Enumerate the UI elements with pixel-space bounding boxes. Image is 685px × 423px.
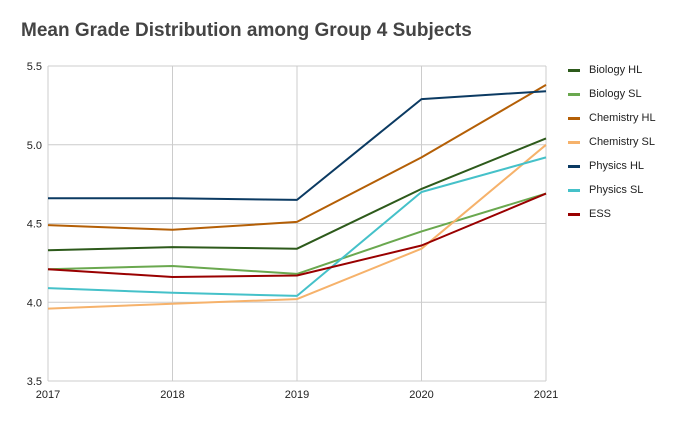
legend-item-biology-hl: Biology HL <box>568 58 656 82</box>
x-tick-label: 2017 <box>36 389 60 401</box>
y-tick-label: 5.5 <box>27 61 42 73</box>
legend-swatch <box>568 164 580 168</box>
legend-item-biology-sl: Biology SL <box>568 82 656 106</box>
legend-item-ess: ESS <box>568 202 656 226</box>
series-lines <box>47 84 547 310</box>
y-tick-label: 4.0 <box>27 297 42 309</box>
chart-title: Mean Grade Distribution among Group 4 Su… <box>21 20 472 41</box>
legend: Biology HL Biology SL Chemistry HL Chemistr… <box>568 58 656 226</box>
legend-swatch <box>568 116 580 120</box>
series-line-biology-sl <box>47 192 547 275</box>
legend-item-chemistry-hl: Chemistry HL <box>568 106 656 130</box>
legend-label: ESS <box>589 208 612 220</box>
series-line-chemistry-sl <box>47 144 547 310</box>
legend-label: Biology HL <box>589 64 643 76</box>
legend-swatch <box>568 212 580 216</box>
legend-item-physics-sl: Physics SL <box>568 178 656 202</box>
series-line-ess <box>47 192 547 278</box>
y-tick-label: 3.5 <box>27 376 42 388</box>
series-line-biology-hl <box>47 137 547 252</box>
legend-label: Physics SL <box>589 184 644 196</box>
gridlines <box>47 65 547 382</box>
y-tick-label: 4.5 <box>27 219 42 231</box>
legend-item-chemistry-sl: Chemistry SL <box>568 130 656 154</box>
x-tick-label: 2018 <box>160 389 184 401</box>
x-tick-label: 2021 <box>534 389 558 401</box>
legend-swatch <box>568 92 580 96</box>
legend-item-physics-hl: Physics HL <box>568 154 656 178</box>
axis-labels: 3.5 4.0 4.5 5.0 5.5 2017 2018 2019 2020 2021 <box>27 61 559 401</box>
legend-label: Physics HL <box>589 160 645 172</box>
legend-label: Biology SL <box>589 88 642 100</box>
series-line-chemistry-hl <box>47 84 547 231</box>
legend-label: Chemistry HL <box>589 112 656 124</box>
legend-swatch <box>568 188 580 192</box>
legend-swatch <box>568 140 580 144</box>
legend-label: Chemistry SL <box>589 136 656 148</box>
series-line-physics-hl <box>48 90 547 201</box>
legend-swatch <box>568 68 580 72</box>
series-line-physics-sl <box>47 156 547 297</box>
y-tick-label: 5.0 <box>27 140 42 152</box>
x-tick-label: 2020 <box>409 389 433 401</box>
x-tick-label: 2019 <box>285 389 309 401</box>
